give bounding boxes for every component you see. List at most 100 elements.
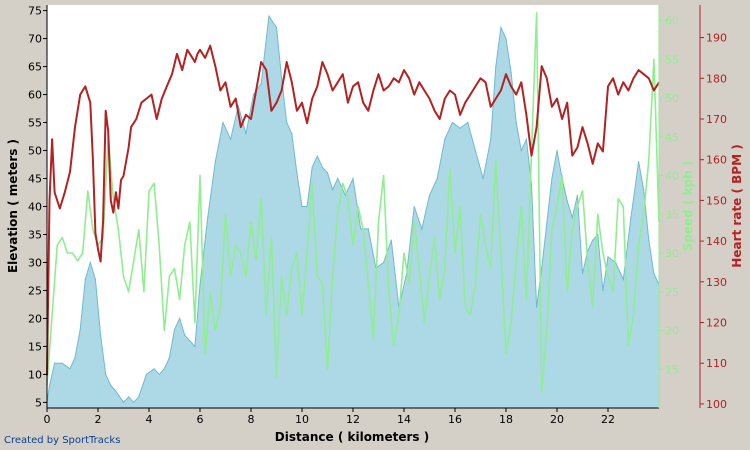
heart-rate-tick-label: 100 xyxy=(706,398,727,411)
heart-rate-point xyxy=(434,110,436,112)
heart-rate-point xyxy=(464,102,466,104)
heart-rate-point xyxy=(337,81,339,83)
speed-point xyxy=(398,314,400,316)
elevation-tick-label: 70 xyxy=(28,33,42,46)
heart-rate-point xyxy=(316,85,318,87)
elevation-point xyxy=(510,71,512,73)
elevation-point xyxy=(158,373,160,375)
elevation-point xyxy=(337,177,339,180)
elevation-tick-label: 15 xyxy=(28,340,42,353)
heart-rate-point xyxy=(135,118,137,120)
heart-rate-point xyxy=(449,89,451,92)
speed-point xyxy=(444,267,446,270)
heart-rate-point xyxy=(383,89,385,92)
elevation-point xyxy=(643,189,645,191)
speed-point xyxy=(403,252,405,254)
heart-rate-point xyxy=(54,191,56,193)
heart-rate-point xyxy=(602,150,604,153)
heart-rate-point xyxy=(546,77,548,79)
elevation-point xyxy=(638,161,640,163)
heart-rate-point xyxy=(105,110,107,112)
heart-rate-point xyxy=(571,155,573,157)
elevation-tick-label: 65 xyxy=(28,61,42,74)
heart-rate-point xyxy=(94,232,96,234)
heart-rate-point xyxy=(520,81,522,83)
heart-rate-point xyxy=(398,81,400,83)
speed-point xyxy=(332,275,334,277)
speed-point xyxy=(423,322,425,324)
speed-point xyxy=(602,252,604,254)
heart-rate-point xyxy=(561,118,563,120)
speed-point xyxy=(138,229,140,231)
heart-rate-point xyxy=(342,73,344,75)
elevation-point xyxy=(306,205,308,208)
speed-point xyxy=(428,275,431,277)
elevation-point xyxy=(133,401,135,403)
heart-rate-point xyxy=(418,81,420,83)
speed-point xyxy=(612,291,614,293)
speed-point xyxy=(576,205,579,208)
speed-point xyxy=(270,236,272,239)
elevation-point xyxy=(110,385,112,387)
elevation-point xyxy=(495,66,497,68)
speed-tick-label: 15 xyxy=(665,363,679,376)
elevation-point xyxy=(525,138,528,140)
elevation-point xyxy=(89,261,91,264)
speed-point xyxy=(581,190,584,192)
elevation-point xyxy=(179,317,181,319)
heart-rate-point xyxy=(191,57,193,59)
elevation-point xyxy=(122,401,125,403)
heart-rate-point xyxy=(367,110,369,112)
speed-point xyxy=(230,275,232,277)
speed-point xyxy=(275,376,278,378)
elevation-point xyxy=(54,362,56,364)
elevation-point xyxy=(128,396,130,398)
elevation-point xyxy=(291,133,293,135)
elevation-tick-label: 20 xyxy=(28,312,42,325)
speed-point xyxy=(352,244,354,246)
heart-rate-point xyxy=(122,175,125,177)
tick-labels: 0 2 4 6 8 10 12 14 16 18 20 22 5 10 15 20 25 30 35 40 45 50 55… xyxy=(28,5,727,426)
heart-rate-point xyxy=(388,85,390,87)
speed-point xyxy=(260,198,262,200)
heart-rate-point xyxy=(612,77,614,79)
speed-point xyxy=(122,275,125,277)
speed-point xyxy=(520,205,522,208)
speed-point xyxy=(143,291,145,293)
heart-rate-point xyxy=(64,191,66,193)
speed-point xyxy=(347,198,349,200)
elevation-point xyxy=(390,239,392,241)
heart-rate-point xyxy=(51,138,53,140)
speed-point xyxy=(479,213,482,215)
elevation-point xyxy=(571,217,573,219)
speed-tick-label: 55 xyxy=(665,53,679,66)
heart-rate-point xyxy=(454,94,456,96)
speed-point xyxy=(357,205,359,208)
heart-rate-point xyxy=(638,69,640,71)
elevation-point xyxy=(360,228,362,230)
speed-point xyxy=(367,283,369,285)
speed-point xyxy=(372,337,374,339)
elevation-point xyxy=(467,121,469,124)
elevation-point xyxy=(592,239,594,241)
speed-point xyxy=(66,252,68,254)
heart-rate-point xyxy=(510,85,512,87)
speed-point xyxy=(510,322,512,324)
heart-rate-axis-title: Heart rate ( BPM ) xyxy=(730,144,744,267)
speed-point xyxy=(571,229,573,231)
heart-rate-point xyxy=(255,89,257,92)
heart-rate-point xyxy=(403,69,405,71)
speed-point xyxy=(495,159,497,161)
heart-rate-point xyxy=(112,212,114,214)
heart-rate-point xyxy=(145,98,147,100)
speed-point xyxy=(592,306,594,308)
speed-point xyxy=(306,252,308,254)
elevation-point xyxy=(421,228,423,230)
heart-rate-tick-label: 110 xyxy=(706,357,727,370)
heart-rate-point xyxy=(107,130,109,132)
heart-rate-point xyxy=(260,61,262,63)
speed-point xyxy=(464,306,466,308)
elevation-point xyxy=(607,256,609,258)
speed-point xyxy=(245,275,247,277)
speed-point xyxy=(627,345,630,347)
